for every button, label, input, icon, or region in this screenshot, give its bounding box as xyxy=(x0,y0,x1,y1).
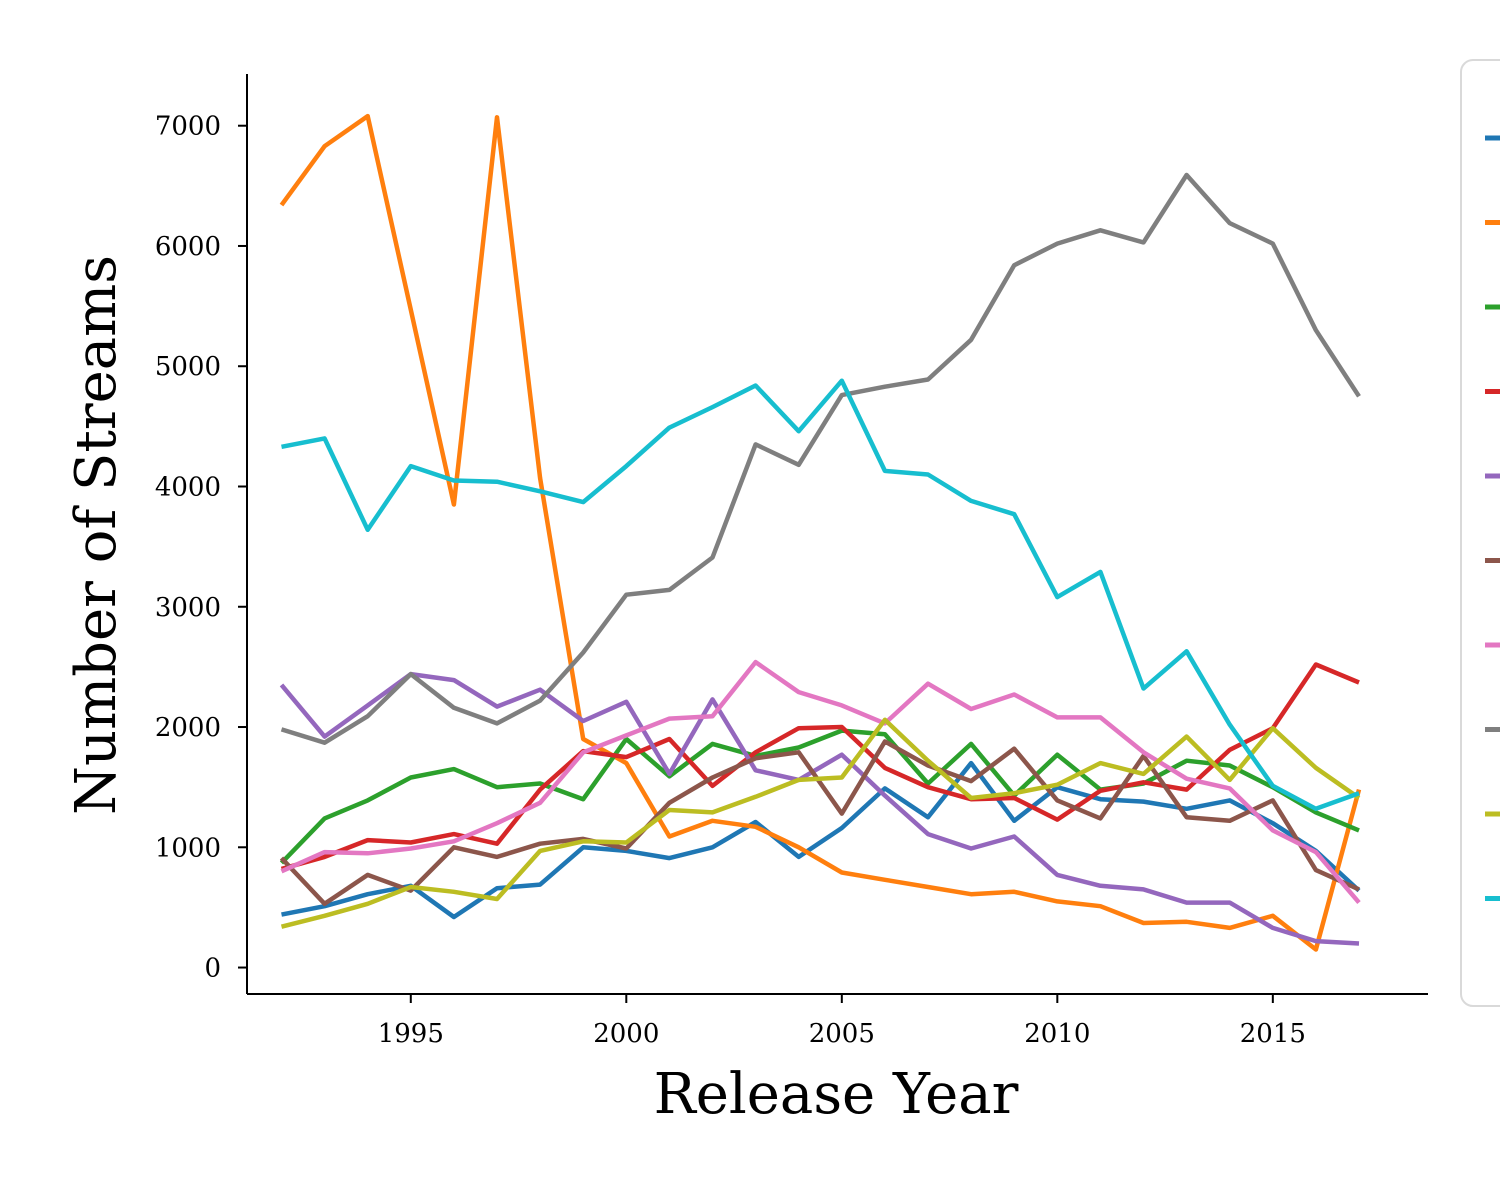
x-tick-label-2015: 2015 xyxy=(1240,1019,1306,1049)
y-tick-label-5000: 5000 xyxy=(155,352,221,382)
y-tick-label-1000: 1000 xyxy=(155,833,221,863)
x-tick-label-2000: 2000 xyxy=(593,1019,659,1049)
legend xyxy=(1460,59,1500,1007)
series-line-7 xyxy=(280,659,1361,905)
y-tick-label-6000: 6000 xyxy=(155,232,221,262)
series-line-5 xyxy=(279,671,1360,946)
x-tick-label-1995: 1995 xyxy=(378,1019,444,1049)
x-tick-label-2005: 2005 xyxy=(809,1019,875,1049)
series-lines xyxy=(279,113,1362,952)
series-line-10 xyxy=(281,378,1360,812)
y-axis-title: Number of Streams xyxy=(64,255,129,815)
y-tick-label-3000: 3000 xyxy=(155,593,221,623)
x-axis-title: Release Year xyxy=(654,1062,1019,1127)
series-line-9 xyxy=(280,717,1361,929)
y-tick-label-7000: 7000 xyxy=(155,112,221,142)
x-ticks: 1995 2000 2005 2010 2015 xyxy=(378,994,1306,1049)
legend-frame xyxy=(1460,59,1500,1007)
axes xyxy=(246,74,1428,995)
series-line-2 xyxy=(279,113,1362,952)
series-line-8 xyxy=(280,172,1361,745)
y-tick-label-4000: 4000 xyxy=(155,472,221,502)
series-line-3 xyxy=(279,728,1360,865)
series-line-4 xyxy=(280,662,1360,872)
legend-swatches xyxy=(1485,135,1500,901)
y-ticks: 0 1000 2000 3000 4000 5000 6000 7000 xyxy=(155,112,247,984)
x-tick-label-2010: 2010 xyxy=(1024,1019,1090,1049)
y-tick-label-0: 0 xyxy=(204,954,221,984)
y-tick-label-2000: 2000 xyxy=(155,713,221,743)
series-line-6 xyxy=(279,739,1360,907)
